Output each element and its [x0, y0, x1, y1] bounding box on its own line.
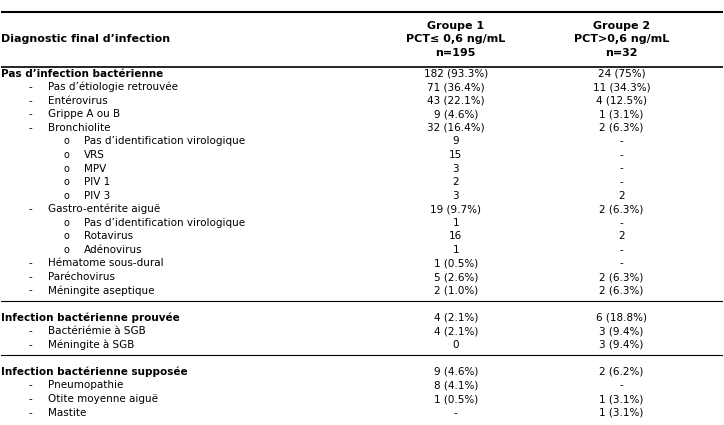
- Text: Adénovirus: Adénovirus: [84, 245, 143, 255]
- Text: -: -: [28, 96, 32, 106]
- Text: -: -: [620, 136, 623, 146]
- Text: 71 (36.4%): 71 (36.4%): [427, 82, 484, 92]
- Text: 32 (16.4%): 32 (16.4%): [427, 123, 484, 133]
- Text: Méningite aseptique: Méningite aseptique: [49, 285, 155, 296]
- Text: 2 (6.3%): 2 (6.3%): [599, 204, 644, 214]
- Text: 1: 1: [452, 245, 459, 255]
- Text: -: -: [454, 408, 458, 418]
- Text: 0: 0: [452, 340, 459, 350]
- Text: Pas d’identification virologique: Pas d’identification virologique: [84, 136, 245, 146]
- Text: 1: 1: [452, 218, 459, 228]
- Text: o: o: [64, 218, 70, 228]
- Text: Entérovirus: Entérovirus: [49, 96, 108, 106]
- Text: 3: 3: [452, 164, 459, 173]
- Text: Otite moyenne aiguë: Otite moyenne aiguë: [49, 394, 159, 404]
- Text: Bronchiolite: Bronchiolite: [49, 123, 111, 133]
- Text: -: -: [28, 82, 32, 92]
- Text: Infection bactérienne supposée: Infection bactérienne supposée: [1, 367, 188, 377]
- Text: Mastite: Mastite: [49, 408, 87, 418]
- Text: Grippe A ou B: Grippe A ou B: [49, 109, 120, 119]
- Text: 9: 9: [452, 136, 459, 146]
- Text: Hématome sous-dural: Hématome sous-dural: [49, 258, 164, 269]
- Text: Infection bactérienne prouvée: Infection bactérienne prouvée: [1, 312, 180, 323]
- Text: o: o: [64, 177, 70, 187]
- Text: -: -: [620, 380, 623, 391]
- Text: 182 (93.3%): 182 (93.3%): [424, 68, 488, 79]
- Text: Pas d’infection bactérienne: Pas d’infection bactérienne: [1, 68, 164, 79]
- Text: 43 (22.1%): 43 (22.1%): [427, 96, 484, 106]
- Text: 2 (6.3%): 2 (6.3%): [599, 123, 644, 133]
- Text: -: -: [620, 218, 623, 228]
- Text: 1 (3.1%): 1 (3.1%): [599, 408, 644, 418]
- Text: 2 (1.0%): 2 (1.0%): [434, 286, 478, 295]
- Text: 3 (9.4%): 3 (9.4%): [599, 326, 644, 336]
- Text: 4 (12.5%): 4 (12.5%): [596, 96, 647, 106]
- Text: -: -: [28, 109, 32, 119]
- Text: 1 (0.5%): 1 (0.5%): [434, 258, 478, 269]
- Text: Gastro-entérite aiguë: Gastro-entérite aiguë: [49, 204, 161, 215]
- Text: PIV 1: PIV 1: [84, 177, 111, 187]
- Text: Groupe 2
PCT>0,6 ng/mL
n=32: Groupe 2 PCT>0,6 ng/mL n=32: [574, 21, 669, 58]
- Text: 6 (18.8%): 6 (18.8%): [596, 313, 647, 323]
- Text: -: -: [620, 164, 623, 173]
- Text: 4 (2.1%): 4 (2.1%): [434, 313, 478, 323]
- Text: 19 (9.7%): 19 (9.7%): [430, 204, 481, 214]
- Text: 9 (4.6%): 9 (4.6%): [434, 109, 478, 119]
- Text: Méningite à SGB: Méningite à SGB: [49, 340, 135, 350]
- Text: 3 (9.4%): 3 (9.4%): [599, 340, 644, 350]
- Text: Diagnostic final d’infection: Diagnostic final d’infection: [1, 34, 171, 44]
- Text: -: -: [620, 177, 623, 187]
- Text: o: o: [64, 150, 70, 160]
- Text: 24 (75%): 24 (75%): [598, 68, 646, 79]
- Text: 1 (0.5%): 1 (0.5%): [434, 394, 478, 404]
- Text: 1 (3.1%): 1 (3.1%): [599, 109, 644, 119]
- Text: 5 (2.6%): 5 (2.6%): [434, 272, 478, 282]
- Text: o: o: [64, 136, 70, 146]
- Text: -: -: [28, 258, 32, 269]
- Text: Paréchovirus: Paréchovirus: [49, 272, 115, 282]
- Text: o: o: [64, 245, 70, 255]
- Text: 4 (2.1%): 4 (2.1%): [434, 326, 478, 336]
- Text: VRS: VRS: [84, 150, 105, 160]
- Text: Bactériémie à SGB: Bactériémie à SGB: [49, 326, 146, 336]
- Text: 2 (6.3%): 2 (6.3%): [599, 272, 644, 282]
- Text: o: o: [64, 191, 70, 201]
- Text: -: -: [620, 245, 623, 255]
- Text: Pneumopathie: Pneumopathie: [49, 380, 124, 391]
- Text: 2: 2: [618, 191, 625, 201]
- Text: 2 (6.2%): 2 (6.2%): [599, 367, 644, 377]
- Text: 15: 15: [449, 150, 463, 160]
- Text: Groupe 1
PCT≤ 0,6 ng/mL
n=195: Groupe 1 PCT≤ 0,6 ng/mL n=195: [406, 21, 505, 58]
- Text: 2: 2: [452, 177, 459, 187]
- Text: -: -: [28, 408, 32, 418]
- Text: -: -: [28, 380, 32, 391]
- Text: 3: 3: [452, 191, 459, 201]
- Text: -: -: [28, 286, 32, 295]
- Text: -: -: [28, 204, 32, 214]
- Text: -: -: [28, 123, 32, 133]
- Text: -: -: [28, 272, 32, 282]
- Text: 2 (6.3%): 2 (6.3%): [599, 286, 644, 295]
- Text: -: -: [28, 326, 32, 336]
- Text: MPV: MPV: [84, 164, 106, 173]
- Text: 8 (4.1%): 8 (4.1%): [434, 380, 478, 391]
- Text: PIV 3: PIV 3: [84, 191, 111, 201]
- Text: o: o: [64, 164, 70, 173]
- Text: 9 (4.6%): 9 (4.6%): [434, 367, 478, 377]
- Text: -: -: [620, 258, 623, 269]
- Text: 1 (3.1%): 1 (3.1%): [599, 394, 644, 404]
- Text: o: o: [64, 231, 70, 241]
- Text: 2: 2: [618, 231, 625, 241]
- Text: -: -: [620, 150, 623, 160]
- Text: -: -: [28, 340, 32, 350]
- Text: 11 (34.3%): 11 (34.3%): [593, 82, 650, 92]
- Text: Pas d’identification virologique: Pas d’identification virologique: [84, 218, 245, 228]
- Text: Rotavirus: Rotavirus: [84, 231, 133, 241]
- Text: Pas d’étiologie retrouvée: Pas d’étiologie retrouvée: [49, 82, 178, 92]
- Text: 16: 16: [449, 231, 463, 241]
- Text: -: -: [28, 394, 32, 404]
